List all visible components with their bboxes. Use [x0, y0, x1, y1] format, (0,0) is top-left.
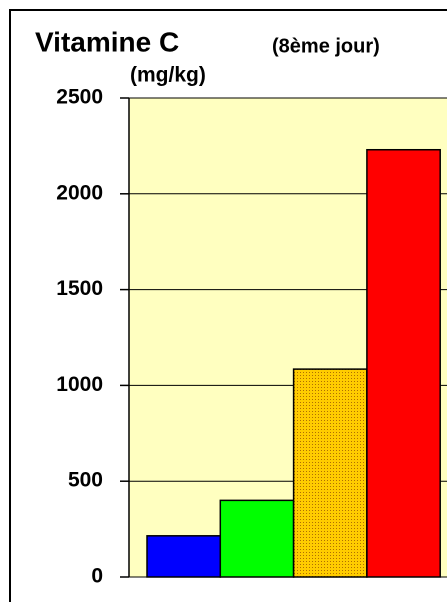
- bar: [366, 148, 441, 578]
- y-tick-label: 500: [68, 469, 103, 492]
- y-tick-label: 0: [91, 565, 103, 588]
- bar: [219, 499, 295, 578]
- bar: [146, 535, 222, 578]
- chart-subtitle: (8ème jour): [272, 35, 380, 57]
- bar: [292, 368, 368, 578]
- y-tick-label: 2500: [56, 86, 103, 109]
- y-axis-label: (mg/kg): [130, 64, 206, 87]
- chart-title: Vitamine C: [35, 26, 179, 57]
- y-tick-label: 1000: [56, 373, 103, 396]
- y-tick-label: 1500: [56, 277, 103, 300]
- y-tick-label: 2000: [56, 181, 103, 204]
